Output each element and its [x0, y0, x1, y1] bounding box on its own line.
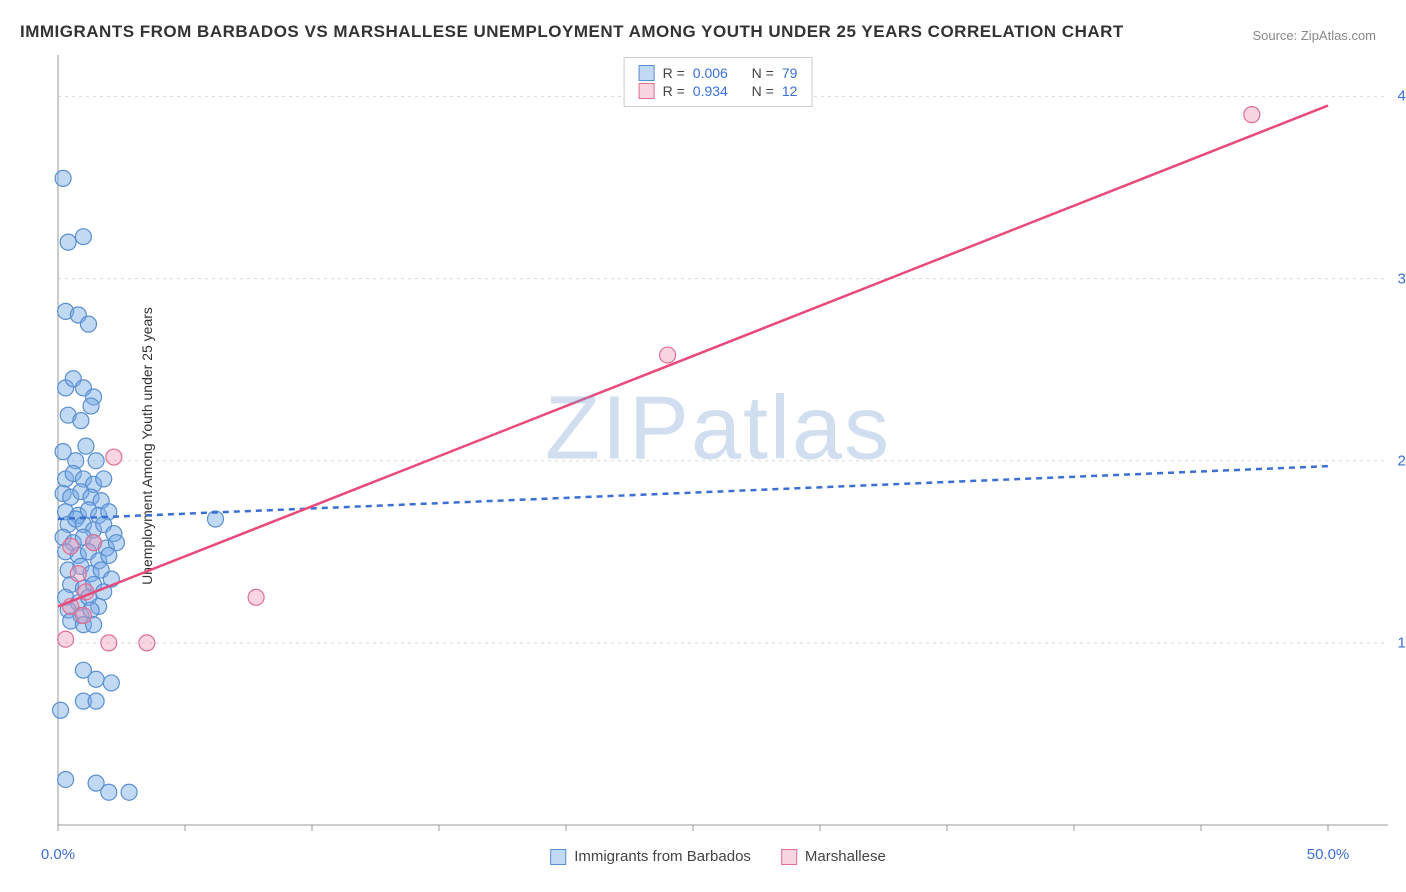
legend-swatch-icon — [639, 83, 655, 99]
y-tick-label: 10.0% — [1397, 634, 1406, 651]
chart-title: IMMIGRANTS FROM BARBADOS VS MARSHALLESE … — [20, 22, 1124, 42]
y-tick-label: 20.0% — [1397, 452, 1406, 469]
y-tick-label: 30.0% — [1397, 270, 1406, 287]
x-tick-label: 50.0% — [1307, 846, 1350, 863]
legend-row: R =0.006 N =79 — [639, 64, 798, 82]
legend-item: Immigrants from Barbados — [550, 848, 751, 865]
plot-area: ZIPatlas R =0.006 N =79 R =0.934 N =12 I… — [48, 55, 1388, 835]
series-legend: Immigrants from Barbados Marshallese — [550, 848, 886, 865]
legend-swatch-icon — [781, 849, 797, 865]
source-label: Source: ZipAtlas.com — [1252, 28, 1376, 43]
legend-item: Marshallese — [781, 848, 886, 865]
legend-swatch-icon — [550, 849, 566, 865]
correlation-legend: R =0.006 N =79 R =0.934 N =12 — [624, 57, 813, 107]
legend-row: R =0.934 N =12 — [639, 82, 798, 100]
y-tick-label: 40.0% — [1397, 88, 1406, 105]
scatter-chart — [48, 55, 1388, 835]
legend-swatch-icon — [639, 65, 655, 81]
x-tick-label: 0.0% — [41, 846, 75, 863]
